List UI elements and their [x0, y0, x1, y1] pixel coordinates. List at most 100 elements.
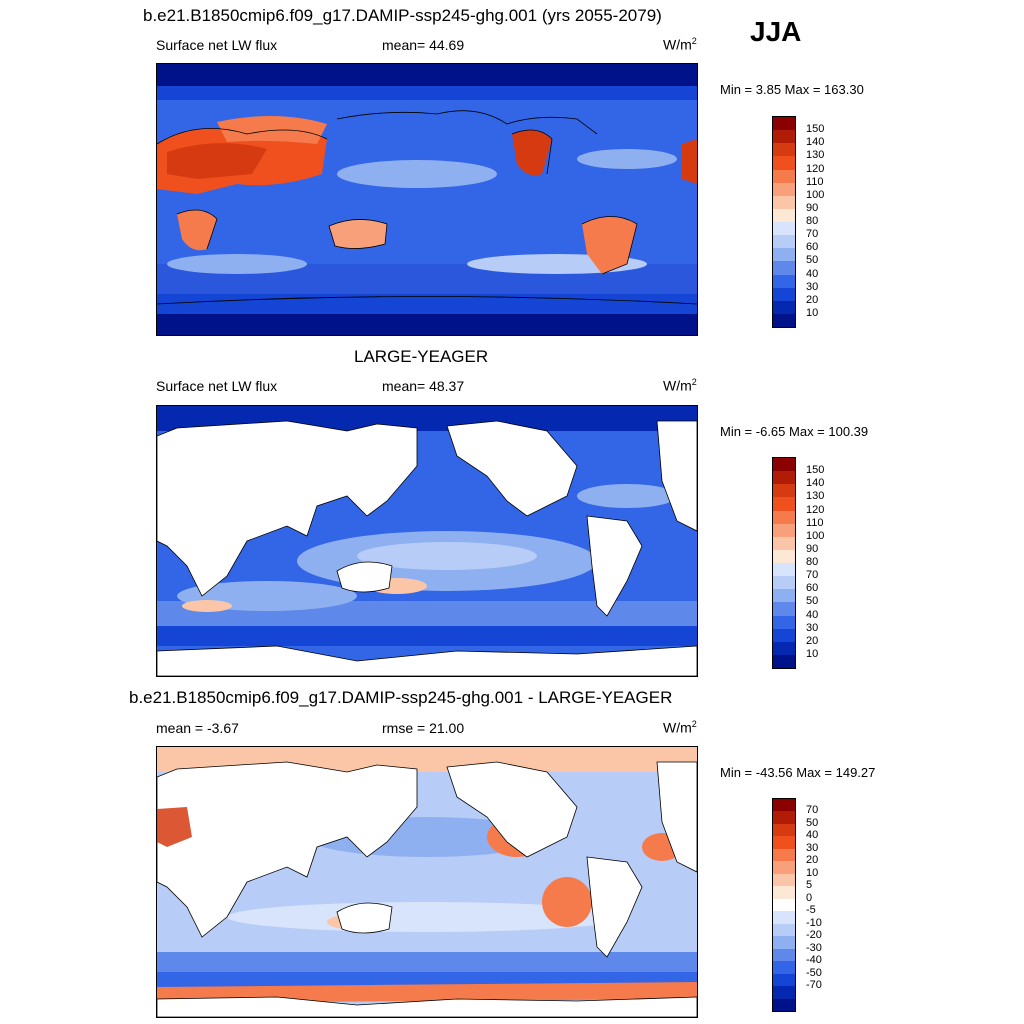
colorbar-swatch [773, 117, 795, 131]
panel1-mean-label: mean= 44.69 [382, 37, 465, 53]
colorbar-tick-label: 40 [806, 829, 819, 842]
colorbar-tick-label: 50 [806, 816, 819, 829]
panel3-map [156, 746, 698, 1018]
panel1-minmax: Min = 3.85 Max = 163.30 [720, 82, 864, 97]
colorbar-swatch [773, 615, 795, 629]
colorbar-tick-label: -10 [806, 916, 822, 929]
colorbar-tick-label: 30 [806, 280, 819, 293]
panel3-map-field [157, 747, 697, 1017]
colorbar-swatch [773, 628, 795, 642]
colorbar-tick-label: 90 [806, 542, 819, 555]
colorbar-tick-label: 10 [806, 647, 819, 660]
panel3-minmax: Min = -43.56 Max = 149.27 [720, 765, 876, 780]
colorbar-tick-label: -70 [806, 979, 822, 992]
colorbar-tick-label: 80 [806, 556, 819, 568]
colorbar-swatch [773, 836, 795, 849]
colorbar-swatch [773, 886, 795, 899]
season-label: JJA [750, 16, 802, 47]
colorbar-swatch [773, 484, 795, 498]
colorbar-swatch [773, 998, 795, 1011]
colorbar-swatch [773, 497, 795, 511]
colorbar-swatch [773, 235, 795, 249]
panel3-colorbar [772, 798, 796, 1012]
colorbar-swatch [773, 861, 795, 874]
colorbar-tick-label: 100 [806, 529, 825, 542]
colorbar-tick-label: 50 [806, 595, 819, 608]
colorbar-tick-label: 70 [806, 804, 819, 817]
colorbar-swatch [773, 873, 795, 887]
colorbar-swatch [773, 510, 795, 524]
colorbar-tick-label: -30 [806, 941, 822, 954]
colorbar-tick-label: 120 [806, 162, 825, 175]
colorbar-tick-label: 120 [806, 503, 825, 516]
colorbar-tick-label: 140 [806, 477, 825, 490]
panel2-map [156, 405, 698, 677]
colorbar-tick-label: 90 [806, 201, 819, 214]
colorbar-swatch [773, 848, 795, 862]
colorbar-swatch [773, 300, 795, 314]
colorbar-tick-label: 10 [806, 306, 819, 319]
colorbar-swatch [773, 313, 795, 327]
colorbar-tick-label: 130 [806, 149, 825, 162]
colorbar-tick-label: -40 [806, 954, 822, 967]
colorbar-swatch [773, 182, 795, 196]
colorbar-swatch [773, 169, 795, 183]
panel2-colorbar [772, 457, 796, 669]
colorbar-tick-label: 60 [806, 241, 819, 254]
colorbar-swatch [773, 589, 795, 603]
panel2-minmax: Min = -6.65 Max = 100.39 [720, 424, 869, 439]
colorbar-tick-label: 20 [806, 293, 819, 306]
colorbar-tick-label: 40 [806, 267, 819, 280]
colorbar-swatch [773, 811, 795, 824]
colorbar-tick-label: 80 [806, 215, 819, 227]
colorbar-tick-label: 0 [806, 891, 813, 904]
colorbar-tick-label: 70 [806, 569, 819, 582]
panel3-title: b.e21.B1850cmip6.f09_g17.DAMIP-ssp245-gh… [129, 688, 673, 707]
colorbar-tick-label: 130 [806, 490, 825, 503]
panel1-title: b.e21.B1850cmip6.f09_g17.DAMIP-ssp245-gh… [143, 6, 662, 25]
colorbar-tick-label: 30 [806, 621, 819, 634]
panel2-title: LARGE-YEAGER [354, 347, 489, 366]
colorbar-swatch [773, 248, 795, 262]
colorbar-swatch [773, 602, 795, 616]
colorbar-swatch [773, 156, 795, 170]
colorbar-swatch [773, 195, 795, 209]
panel1-variable-label: Surface net LW flux [156, 37, 278, 53]
panel1-map-field [157, 64, 697, 335]
colorbar-swatch [773, 208, 795, 222]
colorbar-tick-label: 10 [806, 866, 819, 879]
colorbar-swatch [773, 898, 795, 912]
panel1-units: W/m2 [663, 36, 697, 53]
colorbar-tick-label: -50 [806, 966, 822, 979]
colorbar-swatch [773, 799, 795, 812]
colorbar-swatch [773, 563, 795, 577]
colorbar-swatch [773, 936, 795, 949]
panel1-map [156, 63, 698, 336]
colorbar-swatch [773, 654, 795, 668]
colorbar-tick-label: 150 [806, 123, 825, 136]
colorbar-swatch [773, 523, 795, 537]
colorbar-tick-label: 40 [806, 608, 819, 621]
colorbar-swatch [773, 911, 795, 924]
colorbar-swatch [773, 458, 795, 472]
panel2-variable-label: Surface net LW flux [156, 378, 278, 394]
panel3-rmse-label: rmse = 21.00 [382, 720, 465, 736]
panel2-units: W/m2 [663, 377, 697, 394]
colorbar-swatch [773, 287, 795, 301]
panel2-mean-label: mean= 48.37 [382, 378, 465, 394]
colorbar-tick-label: 20 [806, 854, 819, 867]
colorbar-swatch [773, 823, 795, 837]
panel2-map-field [157, 406, 697, 676]
colorbar-tick-label: 140 [806, 136, 825, 149]
colorbar-tick-label: 110 [806, 516, 824, 529]
colorbar-tick-label: 50 [806, 254, 819, 267]
colorbar-swatch [773, 923, 795, 937]
colorbar-swatch [773, 143, 795, 157]
panel3-units: W/m2 [663, 719, 697, 736]
panel1-colorbar [772, 116, 796, 328]
colorbar-swatch [773, 641, 795, 655]
colorbar-swatch [773, 986, 795, 999]
colorbar-tick-label: 70 [806, 228, 819, 241]
colorbar-tick-label: 60 [806, 582, 819, 595]
colorbar-tick-label: 5 [806, 879, 813, 892]
